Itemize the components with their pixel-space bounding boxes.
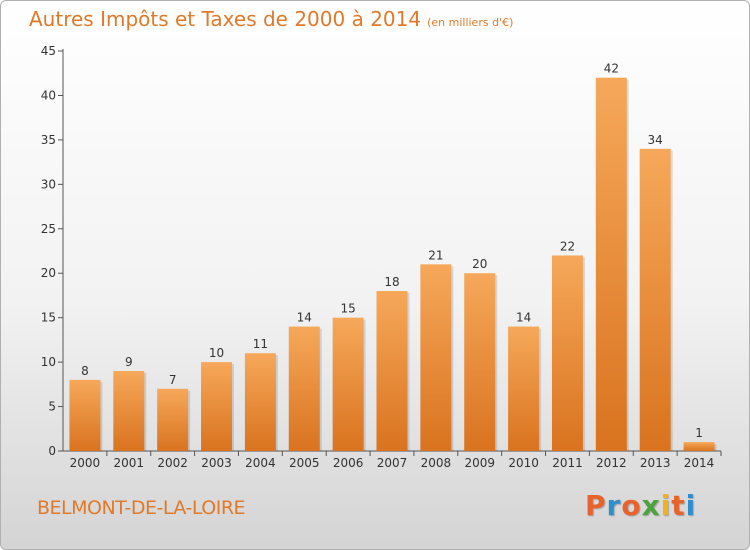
bar (244, 353, 276, 451)
y-tick-label: 35 (41, 133, 56, 147)
logo-letter: P (585, 489, 607, 522)
bar (332, 317, 364, 451)
x-tick-label: 2009 (464, 456, 495, 470)
bar (551, 255, 583, 451)
commune-name: BELMONT-DE-LA-LOIRE (37, 497, 246, 519)
bar (639, 148, 671, 451)
bar-value-label: 1 (695, 426, 703, 440)
chart-labels: 8 2000 9 2001 7 2002 10 2003 11 2004 14 2005 15 2006 1… (70, 62, 715, 470)
chart-axes: 0 5 10 15 20 25 30 35 40 45 (41, 44, 722, 458)
bar-value-label: 18 (384, 275, 399, 289)
bar-value-label: 10 (209, 346, 224, 360)
y-tick-label: 45 (41, 44, 56, 58)
x-tick-label: 2003 (201, 456, 232, 470)
x-tick-label: 2001 (114, 456, 145, 470)
logo-letter: x (641, 489, 661, 522)
x-tick-label: 2007 (377, 456, 408, 470)
bar-value-label: 7 (169, 373, 177, 387)
y-tick-label: 25 (41, 222, 56, 236)
y-tick-label: 30 (41, 177, 56, 191)
bar-value-label: 34 (648, 133, 663, 147)
y-tick-label: 15 (41, 311, 56, 325)
y-tick-label: 40 (41, 88, 56, 102)
bar (683, 442, 715, 451)
bar-value-label: 14 (297, 311, 312, 325)
x-tick-label: 2011 (552, 456, 583, 470)
logo-letter: i (685, 489, 697, 522)
x-tick-label: 2004 (245, 456, 276, 470)
bar-value-label: 22 (560, 239, 575, 253)
y-tick-label: 20 (41, 266, 56, 280)
bar-value-label: 20 (472, 257, 487, 271)
bar (201, 362, 233, 451)
x-tick-label: 2012 (596, 456, 627, 470)
x-tick-label: 2000 (70, 456, 101, 470)
logo-letter: r (606, 489, 622, 522)
bar (288, 326, 320, 451)
bar (464, 273, 496, 451)
bar-value-label: 21 (428, 248, 443, 262)
chart-title-text: Autres Impôts et Taxes de 2000 à 2014 (29, 7, 422, 31)
proxiti-logo: Proxiti (585, 489, 696, 522)
bar-value-label: 15 (340, 302, 355, 316)
bar (376, 291, 408, 451)
bar-value-label: 42 (604, 62, 619, 76)
bar-value-label: 14 (516, 311, 531, 325)
x-tick-label: 2002 (157, 456, 188, 470)
y-tick-label: 10 (41, 355, 56, 369)
bar (69, 379, 101, 451)
bar (595, 77, 627, 452)
x-tick-label: 2006 (333, 456, 364, 470)
bar (157, 388, 189, 451)
bar (113, 371, 145, 451)
chart-bars (69, 77, 717, 452)
x-tick-label: 2010 (508, 456, 539, 470)
chart-title: Autres Impôts et Taxes de 2000 à 2014 (en… (29, 7, 513, 31)
logo-letter: i (660, 489, 672, 522)
x-tick-label: 2014 (684, 456, 715, 470)
logo-letter: o (621, 489, 642, 522)
x-tick-label: 2008 (421, 456, 452, 470)
bar (420, 264, 452, 451)
x-tick-label: 2013 (640, 456, 671, 470)
chart-unit: (en milliers d'€) (427, 16, 514, 29)
bar-value-label: 9 (125, 355, 133, 369)
y-tick-label: 5 (48, 400, 56, 414)
bar-value-label: 11 (253, 337, 268, 351)
bar-value-label: 8 (81, 364, 89, 378)
y-tick-label: 0 (48, 444, 56, 458)
x-tick-label: 2005 (289, 456, 320, 470)
bar (508, 326, 540, 451)
logo-letter: t (671, 489, 686, 522)
